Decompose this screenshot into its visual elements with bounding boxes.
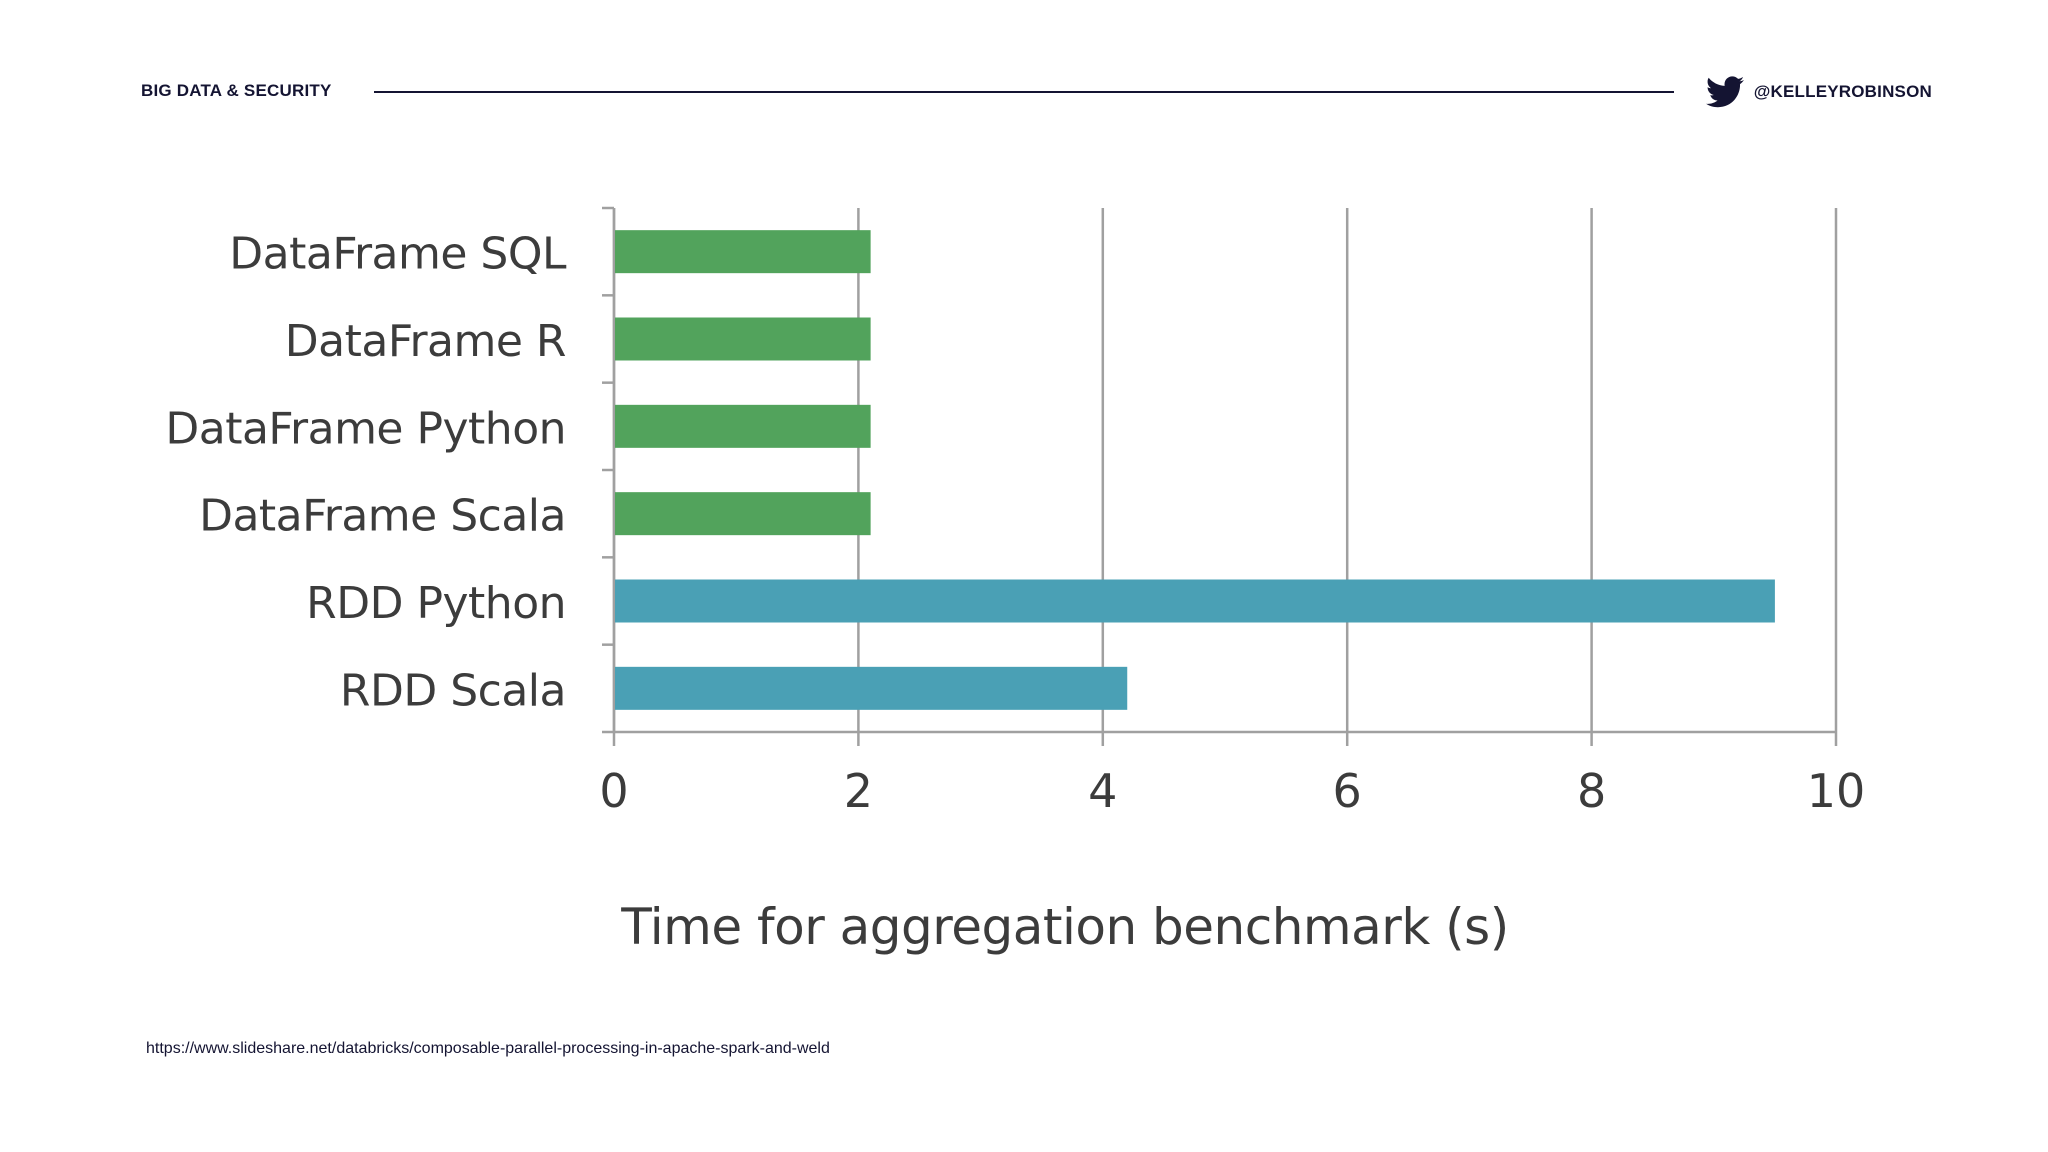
x-tick-label-6: 6 xyxy=(1333,764,1362,818)
twitter-handle: @KELLEYROBINSON xyxy=(1753,82,1932,101)
bar-dataframe-scala xyxy=(615,492,871,536)
header-divider xyxy=(374,91,1674,93)
section-label: BIG DATA & SECURITY xyxy=(141,81,332,100)
x-tick-label-2: 2 xyxy=(844,764,873,818)
x-tick-label-0: 0 xyxy=(599,764,628,818)
twitter-bird-icon xyxy=(1705,76,1744,108)
category-label-dataframe-r: DataFrame R xyxy=(285,316,566,367)
category-label-dataframe-sql: DataFrame SQL xyxy=(229,229,567,280)
twitter-attribution: @KELLEYROBINSON xyxy=(1705,76,1932,108)
bar-dataframe-r xyxy=(615,317,871,361)
x-tick-label-4: 4 xyxy=(1088,764,1117,818)
x-tick-label-8: 8 xyxy=(1577,764,1606,818)
category-label-rdd-python: RDD Python xyxy=(306,578,566,629)
category-label-rdd-scala: RDD Scala xyxy=(340,665,566,716)
x-tick-label-10: 10 xyxy=(1807,764,1866,818)
category-label-dataframe-scala: DataFrame Scala xyxy=(199,491,566,542)
bar-dataframe-sql xyxy=(615,230,871,274)
bar-rdd-scala xyxy=(615,666,1128,710)
category-label-dataframe-python: DataFrame Python xyxy=(165,403,566,454)
source-link[interactable]: https://www.slideshare.net/databricks/co… xyxy=(146,1040,830,1057)
bar-dataframe-python xyxy=(615,404,871,448)
x-axis-title: Time for aggregation benchmark (s) xyxy=(620,898,1508,956)
bar-rdd-python xyxy=(615,579,1775,623)
